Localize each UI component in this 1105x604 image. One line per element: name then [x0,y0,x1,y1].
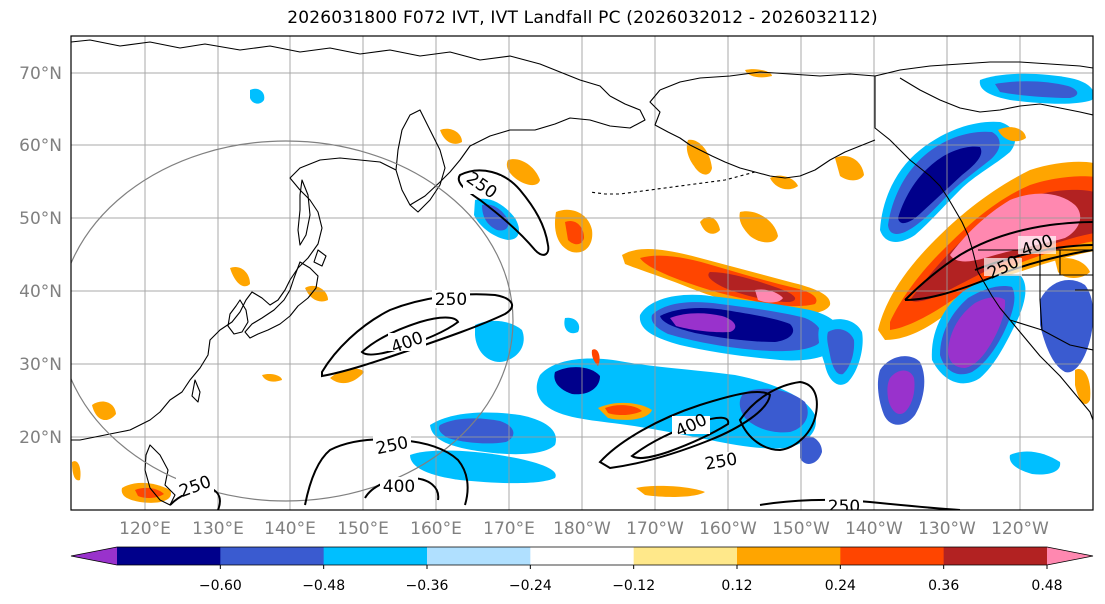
longitude-label: 180°W [553,519,611,539]
colorbar-tick-label: −0.12 [612,578,655,594]
positive-anomaly-region [636,485,705,497]
positive-anomaly-region [686,139,712,175]
positive-anomaly-region [591,349,600,366]
negative-anomaly-region [1040,280,1093,373]
contour-label: 250 [435,290,467,310]
colorbar: −0.60 −0.48 −0.36 −0.24 −0.12 0.12 0.24 0.36 0.4… [70,546,1094,594]
positive-anomaly-region [755,289,783,303]
landfall-region-circle [71,140,514,502]
positive-anomaly-region [565,220,584,245]
ivt-contours [169,169,1093,510]
latitude-label: 70°N [19,64,62,84]
colorbar-tick-label: 0.12 [721,578,752,594]
negative-anomaly-region [410,450,556,484]
latitude-label: 20°N [19,428,62,448]
latitude-labels: 70°N 60°N 50°N 40°N 30°N 20°N [19,64,62,448]
positive-anomaly-region [330,368,364,384]
longitude-label: 130°E [192,519,244,539]
colorbar-bin [737,547,841,565]
colorbar-swatches [71,547,1093,565]
coastlines [71,39,1093,506]
colorbar-bin [840,547,945,565]
positive-anomaly-region [739,211,778,243]
colorbar-tick-label: 0.36 [928,578,959,594]
longitude-label: 130°W [918,519,976,539]
positive-anomaly-region [230,266,250,287]
longitude-label: 160°E [410,519,462,539]
negative-anomaly-region [827,329,855,375]
positive-anomaly-region [506,159,540,186]
positive-anomaly-region [998,127,1026,142]
latitude-label: 30°N [19,355,62,375]
negative-anomaly-region [475,320,524,362]
positive-anomaly-region [92,401,116,421]
latitude-label: 40°N [19,282,62,302]
longitude-label: 120°W [991,519,1049,539]
negative-anomaly-region [536,358,816,449]
map-frame [70,35,1094,511]
colorbar-bin [427,547,531,565]
longitude-label: 140°E [264,519,316,539]
longitude-label: 150°W [772,519,830,539]
negative-anomaly-region [739,388,808,433]
positive-anomaly-region [835,155,864,181]
contour-label: 250 [828,497,860,517]
negative-anomaly-region [887,370,915,415]
positive-anomaly-region [1075,369,1091,405]
longitude-label: 140°W [845,519,903,539]
positive-anomaly-region [72,461,81,481]
colorbar-tick-label: 0.48 [1031,578,1062,594]
colorbar-bin [943,547,1048,565]
contour-label: 400 [383,477,415,497]
negative-anomaly-region [670,313,736,333]
colorbar-extend-max [1047,547,1093,565]
colorbar-tick-label: 0.24 [825,578,856,594]
ivt-shading-layer [72,69,1093,503]
colorbar-bin [323,547,428,565]
negative-anomaly-region [250,88,265,104]
negative-anomaly-region [898,146,982,224]
positive-anomaly-region [1055,258,1090,278]
longitude-label: 150°E [337,519,389,539]
negative-anomaly-region [948,297,1006,368]
negative-anomaly-region [554,367,600,395]
colorbar-tick-label: −0.36 [406,578,449,594]
latitude-label: 50°N [19,209,62,229]
positive-anomaly-region [700,216,720,234]
colorbar-bin [530,547,635,565]
colorbar-tick-label: −0.60 [199,578,242,594]
positive-anomaly-region [305,285,328,302]
positive-anomaly-region [262,373,282,382]
colorbar-tick-label: −0.48 [302,578,345,594]
positive-anomaly-region [605,405,642,416]
colorbar-bin [220,547,325,565]
negative-anomaly-region [1009,451,1061,475]
positive-anomaly-region [440,128,462,144]
negative-anomaly-region [995,81,1078,98]
longitude-label: 170°E [483,519,535,539]
latitude-label: 60°N [19,136,62,156]
graticule [71,36,1093,510]
colorbar-ticks: −0.60 −0.48 −0.36 −0.24 −0.12 0.12 0.24 0.36 0.4… [199,565,1063,594]
map-title: 2026031800 F072 IVT, IVT Landfall PC (20… [287,8,878,28]
negative-anomaly-region [564,317,580,334]
longitude-label: 170°W [626,519,684,539]
colorbar-tick-label: −0.24 [509,578,552,594]
negative-anomaly-region [482,204,509,231]
longitude-label: 160°W [699,519,757,539]
colorbar-bin [633,547,738,565]
colorbar-extend-min [71,547,117,565]
longitude-label: 120°E [119,519,171,539]
colorbar-outline [70,546,1094,566]
longitude-labels: 120°E 130°E 140°E 150°E 160°E 170°E 180°… [119,519,1049,539]
colorbar-bin [117,547,221,565]
positive-anomaly-region [770,175,798,190]
negative-anomaly-region [800,435,822,464]
